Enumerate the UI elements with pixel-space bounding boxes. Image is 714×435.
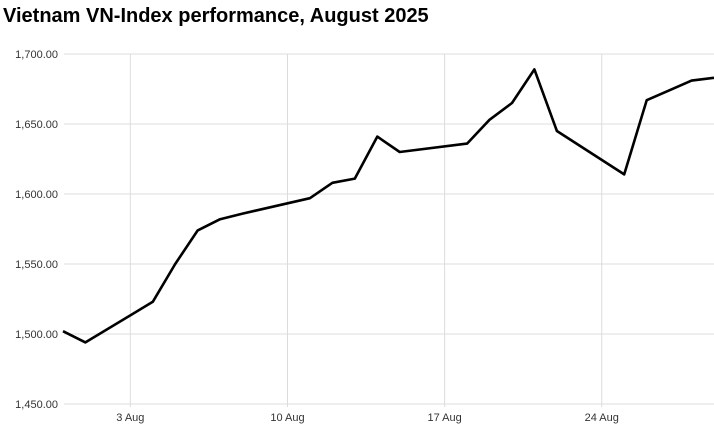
y-tick-label: 1,600.00 [15, 189, 58, 201]
y-tick-label: 1,500.00 [15, 329, 58, 341]
x-tick-label: 24 Aug [585, 412, 619, 424]
chart-title: Vietnam VN-Index performance, August 202… [3, 5, 429, 27]
y-tick-label: 1,450.00 [15, 399, 58, 411]
y-tick-label: 1,650.00 [15, 119, 58, 131]
x-tick-label: 17 Aug [427, 412, 461, 424]
y-tick-label: 1,550.00 [15, 259, 58, 271]
x-tick-label: 3 Aug [116, 412, 144, 424]
vn-index-series-line [62, 68, 714, 344]
y-tick-label: 1,700.00 [15, 49, 58, 61]
x-tick-label: 10 Aug [270, 412, 304, 424]
